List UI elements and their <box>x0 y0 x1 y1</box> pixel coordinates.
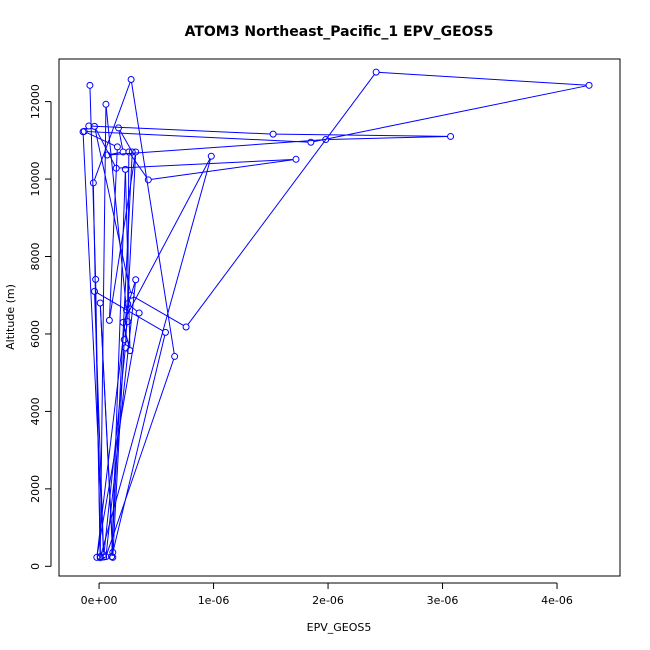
series-segment <box>87 131 308 143</box>
series-segment <box>109 149 118 318</box>
data-point <box>161 328 169 336</box>
series-segment <box>133 296 184 326</box>
y-tick-label: 0 <box>29 563 42 570</box>
series-segment <box>126 282 136 308</box>
data-point <box>80 127 88 135</box>
data-point <box>269 130 277 138</box>
data-point <box>207 152 215 160</box>
series-segment <box>328 136 448 140</box>
series-segment <box>113 335 166 550</box>
x-tick-label: 1e-06 <box>198 594 230 607</box>
data-point <box>127 76 135 84</box>
data-point <box>86 81 94 89</box>
series-line <box>82 71 587 556</box>
series-segment <box>95 128 116 166</box>
series-segment <box>96 312 127 555</box>
series-segment <box>92 185 101 555</box>
data-point <box>90 287 98 295</box>
x-axis: 0e+00 1e-06 2e-06 3e-06 4e-06 <box>81 582 573 607</box>
data-point <box>93 553 101 561</box>
data-point <box>171 352 179 360</box>
x-tick-label: 2e-06 <box>312 594 344 607</box>
series-segment <box>276 133 448 137</box>
data-point <box>100 553 108 561</box>
data-point <box>119 318 127 326</box>
data-point <box>120 336 128 344</box>
x-axis-label: EPV_GEOS5 <box>307 621 372 634</box>
data-point <box>182 323 190 331</box>
series-segment <box>82 134 105 552</box>
y-axis-label: Altitude (m) <box>4 284 17 350</box>
data-point <box>132 276 140 284</box>
series-segment <box>124 158 211 320</box>
data-point <box>109 553 117 561</box>
series-segment <box>86 132 115 147</box>
data-point <box>135 309 143 317</box>
series-segment <box>379 71 587 86</box>
series-segment <box>187 74 375 325</box>
data-point <box>92 275 100 283</box>
series-segment <box>131 82 175 354</box>
data-point <box>121 165 129 173</box>
series-segment <box>151 159 294 180</box>
y-tick-label: 8000 <box>29 243 42 271</box>
data-point <box>102 100 110 108</box>
data-point <box>112 164 120 172</box>
series-segment <box>313 85 587 143</box>
data-point <box>124 300 132 308</box>
data-point <box>585 81 593 89</box>
series-segment <box>127 154 130 301</box>
data-point <box>144 176 152 184</box>
data-point <box>127 291 135 299</box>
series-segment <box>105 107 128 319</box>
plot-frame <box>58 58 621 577</box>
y-tick-label: 12000 <box>29 84 42 119</box>
series-segment <box>106 359 175 554</box>
data-point <box>115 124 123 132</box>
series-segment <box>110 139 323 156</box>
data-point <box>105 316 113 324</box>
series-segment <box>96 315 140 555</box>
data-point <box>447 132 455 140</box>
series-segment <box>109 154 136 318</box>
x-tick-label: 4e-06 <box>541 594 573 607</box>
series-segment <box>118 130 124 150</box>
y-axis: 0 2000 4000 6000 8000 10000 12000 <box>29 84 52 570</box>
series-segment <box>103 350 126 555</box>
data-point <box>121 344 129 352</box>
data-point <box>103 151 111 159</box>
series-segment <box>109 152 121 155</box>
data-point <box>322 136 330 144</box>
data-point <box>132 148 140 156</box>
data-point <box>96 299 104 307</box>
data-point <box>109 548 117 556</box>
x-tick-label: 3e-06 <box>427 594 459 607</box>
data-point <box>89 179 97 187</box>
y-tick-label: 4000 <box>29 397 42 425</box>
data-point <box>113 143 121 151</box>
data-point <box>124 318 132 326</box>
series-segment <box>119 158 294 169</box>
series-segment <box>111 154 133 554</box>
chart-title: ATOM3 Northeast_Pacific_1 EPV_GEOS5 <box>185 24 494 40</box>
series-segment <box>130 154 147 178</box>
data-point <box>292 155 300 163</box>
x-tick-label: 0e+00 <box>81 594 118 607</box>
y-tick-label: 10000 <box>29 162 42 197</box>
series-points <box>79 68 593 562</box>
series-segment <box>129 305 138 312</box>
data-point <box>90 122 98 130</box>
y-tick-label: 6000 <box>29 320 42 348</box>
data-point <box>372 68 380 76</box>
data-point <box>307 138 315 146</box>
series-segment <box>93 82 131 181</box>
y-tick-label: 2000 <box>29 475 42 503</box>
series-segment <box>96 292 164 332</box>
series-segment <box>100 158 211 556</box>
data-point <box>128 148 136 156</box>
data-point <box>125 148 133 156</box>
series-segment <box>94 129 131 293</box>
